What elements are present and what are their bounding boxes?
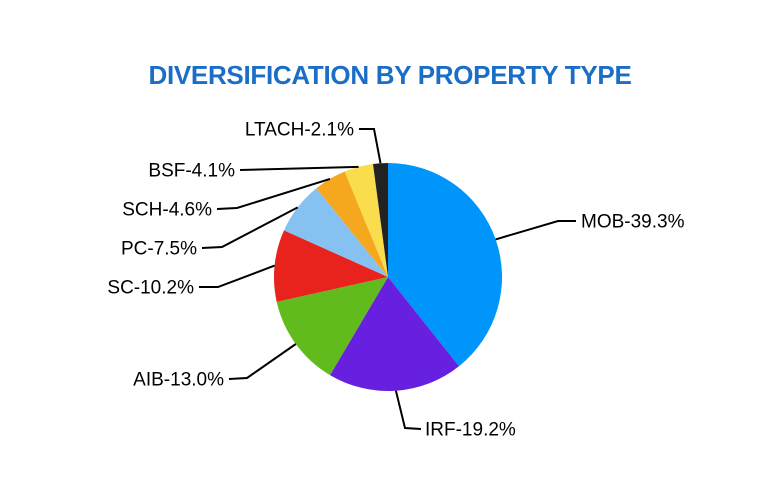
leader-lines <box>199 128 576 430</box>
pie-slice-aib <box>276 277 388 376</box>
slice-label-sch: SCH-4.6% <box>122 200 212 221</box>
leader-line-bsf <box>239 165 359 171</box>
pie-slice-irf <box>330 277 459 391</box>
slice-label-pc: PC-7.5% <box>121 239 197 260</box>
leader-line-aib <box>228 343 297 380</box>
leader-line-mob <box>495 220 576 241</box>
pie-slice-pc <box>284 188 388 277</box>
pie-slice-sch <box>316 171 388 277</box>
slice-label-bsf: BSF-4.1% <box>148 161 235 182</box>
leader-line-sch <box>216 177 331 210</box>
slice-labels: MOB-39.3% IRF-19.2% AIB-13.0% SC-10.2% PC-7.… <box>107 120 684 441</box>
slice-label-mob: MOB-39.3% <box>581 212 685 233</box>
pie-slice-bsf <box>344 164 388 277</box>
slice-label-aib: AIB-13.0% <box>133 370 224 391</box>
slice-label-ltach: LTACH-2.1% <box>245 120 354 141</box>
pie-slice-ltach <box>373 163 388 277</box>
slice-label-irf: IRF-19.2% <box>425 420 516 441</box>
chart-title: DIVERSIFICATION BY PROPERTY TYPE <box>148 60 632 90</box>
leader-line-sc <box>199 264 275 288</box>
leader-line-pc <box>201 206 299 249</box>
pie-slices <box>273 163 503 391</box>
pie-slice-sc <box>273 230 388 302</box>
leader-line-irf <box>394 390 422 430</box>
leader-line-ltach <box>359 128 382 164</box>
slice-label-sc: SC-10.2% <box>107 278 194 299</box>
pie-slice-mob <box>388 163 503 367</box>
